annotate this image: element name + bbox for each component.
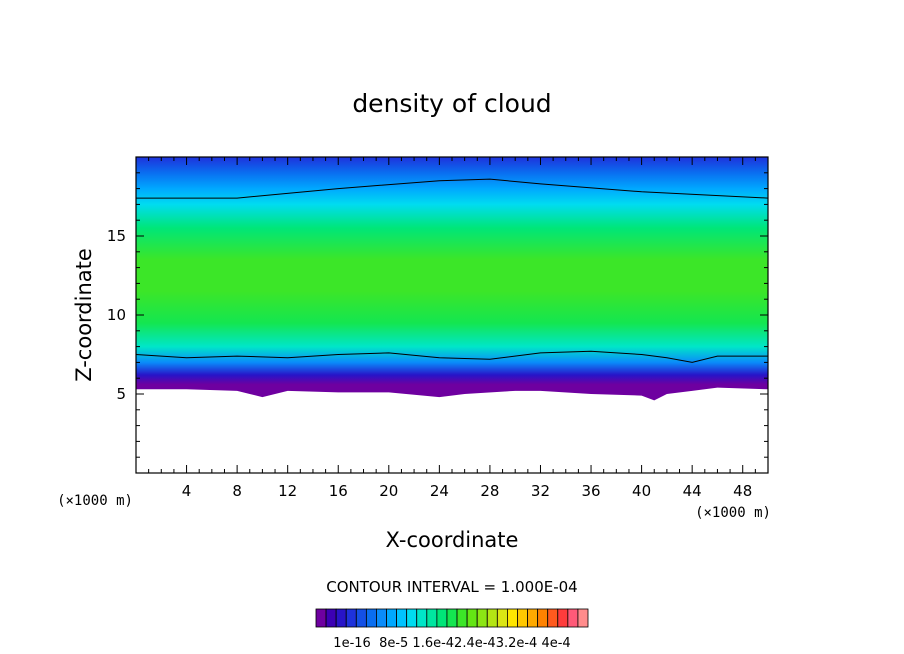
colorbar-swatch <box>527 608 539 628</box>
x-unit-label-right: (×1000 m) <box>695 505 771 521</box>
contour-lines <box>136 178 768 363</box>
x-tick-label: 48 <box>733 482 752 500</box>
y-tick-label: 15 <box>107 227 126 245</box>
colorbar-swatch <box>396 608 408 628</box>
x-tick-label: 28 <box>480 482 499 500</box>
colorbar-swatch <box>577 608 589 628</box>
colorbar-swatch <box>486 608 498 628</box>
colorbar-swatch <box>456 608 468 628</box>
chart-title: density of cloud <box>352 89 551 118</box>
colorbar <box>315 608 589 628</box>
colorbar-swatch <box>466 608 478 628</box>
colorbar-swatch <box>557 608 569 628</box>
plot-area <box>136 157 768 473</box>
x-tick-label: 36 <box>581 482 600 500</box>
colorbar-swatch <box>355 608 367 628</box>
colorbar-swatch <box>386 608 397 628</box>
y-axis-label: Z-coordinate <box>72 248 96 382</box>
x-tick-label: 24 <box>430 482 449 500</box>
colorbar-swatch <box>446 608 458 628</box>
colorbar-tick-labels: 1e-16 8e-5 1.6e-42.4e-43.2e-4 4e-4 <box>333 636 570 651</box>
contour-line-upper <box>136 178 768 199</box>
colorbar-swatch <box>365 608 377 628</box>
x-axis-label: X-coordinate <box>386 528 519 552</box>
x-axis-ticks: 4 8 12 16 20 24 28 32 36 40 44 48 <box>148 157 756 500</box>
colorbar-swatch <box>537 608 549 628</box>
x-tick-label: 32 <box>531 482 550 500</box>
x-unit-label-left: (×1000 m) <box>57 493 133 509</box>
x-tick-label: 44 <box>683 482 702 500</box>
colorbar-swatch <box>416 608 428 628</box>
colorbar-swatch <box>547 608 559 628</box>
x-tick-label: 4 <box>182 482 192 500</box>
colorbar-swatch <box>345 608 357 628</box>
contour-line-lower <box>136 350 768 363</box>
x-tick-label: 40 <box>632 482 651 500</box>
y-tick-label: 10 <box>107 306 126 324</box>
x-tick-label: 8 <box>232 482 242 500</box>
colorbar-swatch <box>517 608 528 628</box>
colorbar-swatch <box>325 608 337 628</box>
x-tick-label: 12 <box>278 482 297 500</box>
colorbar-swatch <box>315 608 327 628</box>
y-axis-ticks: 5 10 15 <box>107 172 768 458</box>
colorbar-swatch <box>507 608 518 628</box>
colorbar-swatch <box>496 608 508 628</box>
colorbar-swatch <box>476 608 488 628</box>
x-tick-label: 16 <box>329 482 348 500</box>
y-tick-label: 5 <box>116 385 126 403</box>
colorbar-swatch <box>335 608 347 628</box>
x-tick-label: 20 <box>379 482 398 500</box>
colorbar-swatch <box>436 608 448 628</box>
colorbar-swatch <box>376 608 387 628</box>
colorbar-swatch <box>406 608 418 628</box>
colorbar-swatch <box>426 608 438 628</box>
colorbar-swatch <box>567 608 579 628</box>
contour-interval: CONTOUR INTERVAL = 1.000E-04 <box>326 578 577 596</box>
